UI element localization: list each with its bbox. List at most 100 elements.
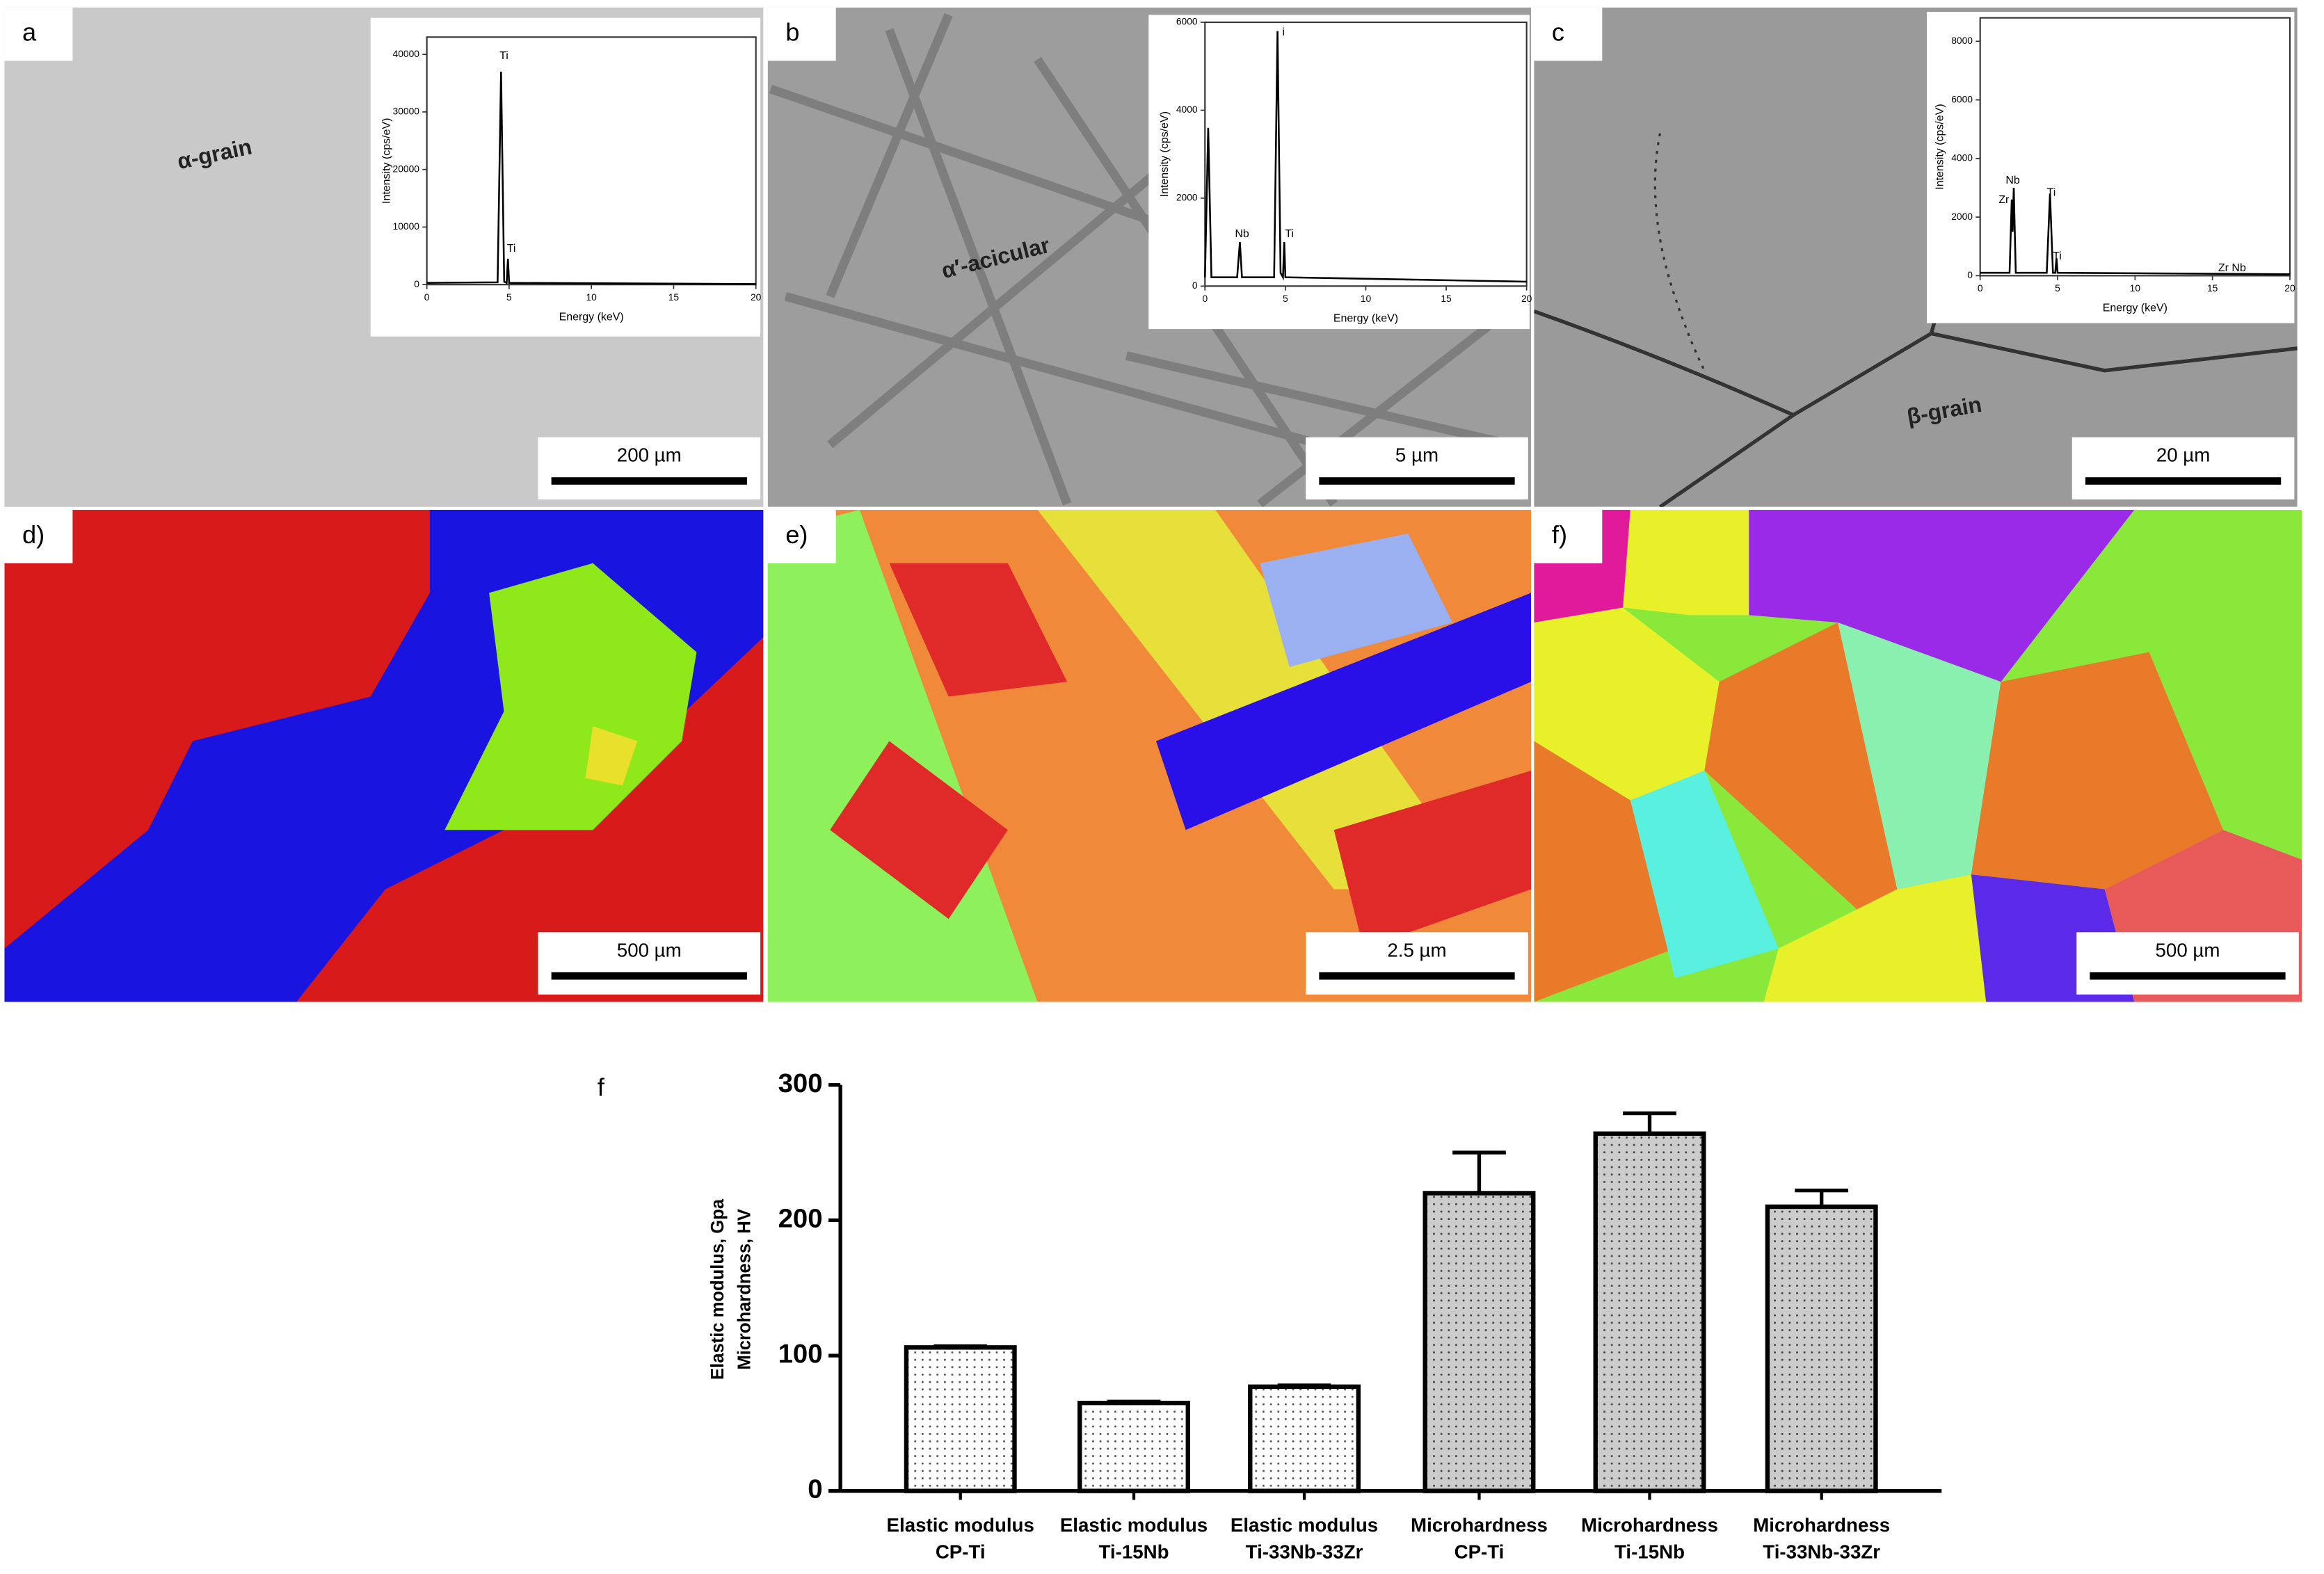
scale-bar (2090, 972, 2286, 980)
scale-bar (1319, 972, 1515, 980)
y-tick-label: 4000 (1176, 104, 1198, 115)
peak-label: Ti (507, 243, 516, 255)
x-tick-label: Elastic modulus (1060, 1514, 1208, 1536)
scale-bar-box (2076, 932, 2299, 995)
scale-bar (551, 972, 747, 980)
label-box (1534, 7, 1603, 61)
spectrum-line (1980, 187, 2291, 275)
scale-bar-box (538, 932, 761, 995)
peak-label: Zr (1998, 194, 2010, 206)
x-tick-label: Microhardness (1581, 1514, 1718, 1536)
x-tick-label: 15 (1441, 293, 1452, 304)
peak-label: i (1282, 26, 1285, 38)
scale-bar-box (1306, 437, 1528, 500)
y-tick-label: 40000 (393, 48, 420, 59)
x-tick-label: 0 (1978, 282, 1983, 294)
scale-bar-label: 20 µm (2156, 444, 2211, 466)
panel-label: c (1552, 18, 1564, 47)
y-tick-label: 100 (778, 1339, 823, 1369)
label-box (767, 7, 836, 61)
y-tick-label: 300 (778, 1068, 823, 1098)
scale-bar (2085, 477, 2282, 485)
x-tick-label: Ti-33Nb-33Zr (1763, 1541, 1880, 1562)
x-tick-label: 5 (2055, 282, 2060, 294)
peak-label: Ti (2053, 250, 2062, 262)
scale-bar (1319, 477, 1515, 485)
y-tick-label: 0 (808, 1475, 822, 1504)
x-tick-label: Ti-15Nb (1099, 1541, 1169, 1562)
y-axis-label: Elastic modulus, Gpa (708, 1198, 728, 1380)
bar (904, 1345, 1017, 1493)
bar-color (1596, 1134, 1704, 1491)
y-tick-label: 4000 (1951, 152, 1973, 163)
x-tick-label: 20 (751, 291, 762, 303)
peak-label: Ti (1285, 228, 1294, 240)
scale-bar-label: 500 µm (2156, 939, 2220, 961)
scale-bar-box (538, 437, 761, 500)
x-tick-label: Elastic modulus (1231, 1514, 1378, 1536)
micrograph-f (1534, 510, 2302, 1002)
y-tick-label: 200 (778, 1204, 823, 1234)
y-tick-label: 0 (1967, 269, 1973, 280)
y-tick-label: 0 (414, 278, 419, 289)
bar-color (1425, 1193, 1534, 1491)
bar-color (1768, 1207, 1876, 1491)
y-axis-label: Microhardness, HV (735, 1209, 755, 1370)
x-tick-label: 15 (2207, 282, 2218, 294)
panel-label: e) (785, 520, 808, 549)
scale-bar-box (1306, 932, 1528, 995)
bar-color (1250, 1387, 1359, 1491)
x-axis-label: Energy (keV) (2103, 302, 2167, 314)
x-tick-label: 15 (668, 291, 680, 303)
x-tick-label: Ti-15Nb (1614, 1541, 1685, 1562)
y-tick-label: 10000 (393, 220, 420, 232)
x-tick-label: 10 (1361, 293, 1372, 304)
y-tick-label: 30000 (393, 106, 420, 117)
scale-bar-label: 500 µm (617, 939, 682, 961)
bar (1077, 1400, 1190, 1493)
inset-background (1148, 15, 1530, 330)
bar (1248, 1384, 1361, 1493)
spectrum-line (1204, 31, 1527, 283)
y-axis-label: Intensity (cps/eV) (380, 118, 392, 204)
panel-label: a (22, 18, 37, 47)
y-tick-label: 2000 (1176, 192, 1198, 203)
x-tick-label: 5 (506, 291, 512, 303)
x-axis-label: Energy (keV) (1333, 312, 1398, 324)
y-tick-label: 0 (1192, 280, 1198, 291)
x-tick-label: CP-Ti (936, 1541, 986, 1562)
peak-label: Nb (2005, 175, 2020, 186)
scale-bar-label: 5 µm (1395, 444, 1439, 466)
y-axis-label: Intensity (cps/eV) (1934, 104, 1946, 189)
bar (1765, 1204, 1878, 1493)
panel-label: f) (1552, 520, 1567, 549)
x-tick-label: 10 (2130, 282, 2141, 294)
label-box (4, 510, 73, 563)
spectrum-line (426, 71, 756, 285)
x-tick-label: Ti-33Nb-33Zr (1246, 1541, 1363, 1562)
peak-label: Ti (499, 50, 508, 62)
peak-label: Nb (1235, 228, 1249, 240)
inset-background (1926, 12, 2295, 323)
panel-label: d) (22, 520, 45, 549)
y-tick-label: 2000 (1951, 211, 1973, 222)
micrograph-d (4, 510, 764, 1002)
x-tick-label: 20 (2284, 282, 2295, 294)
scale-bar-box (2071, 437, 2295, 500)
micrograph-e (767, 510, 1532, 1002)
x-tick-label: Microhardness (1411, 1514, 1548, 1536)
panel-label: f (598, 1073, 605, 1102)
x-tick-label: 0 (1202, 293, 1208, 304)
label-box (767, 510, 836, 563)
scale-bar-label: 2.5 µm (1387, 939, 1446, 961)
y-tick-label: 8000 (1951, 35, 1973, 46)
scale-bar (551, 477, 747, 485)
y-tick-label: 20000 (393, 163, 420, 174)
x-tick-label: Microhardness (1753, 1514, 1890, 1536)
peak-label: Zr Nb (2218, 262, 2246, 274)
label-box (4, 7, 73, 61)
